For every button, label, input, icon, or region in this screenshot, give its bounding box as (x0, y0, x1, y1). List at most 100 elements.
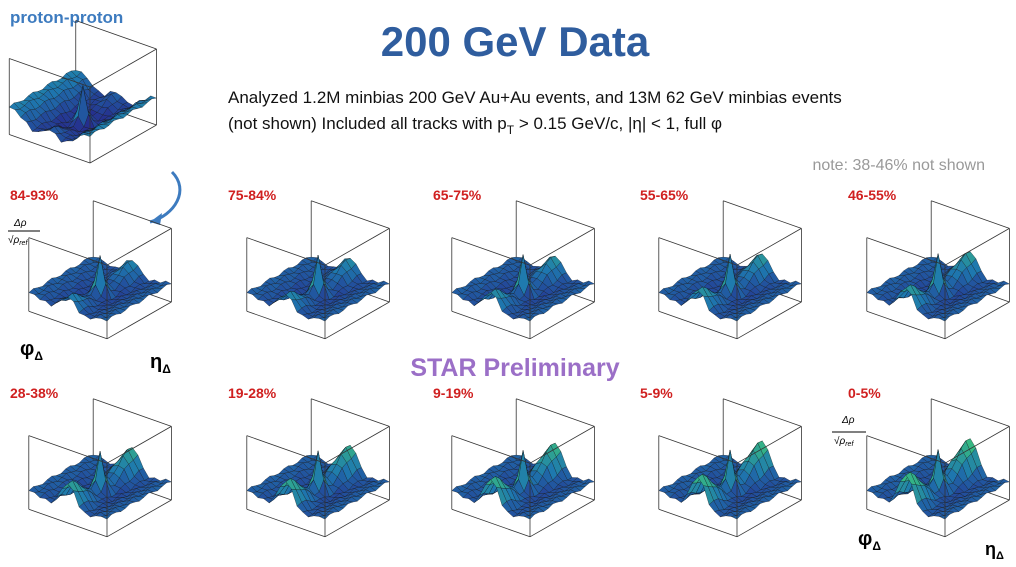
box-edge (324, 228, 390, 266)
box-edge (106, 301, 172, 340)
surface-plot (246, 398, 390, 538)
box-edge (866, 237, 946, 266)
surface-plot (28, 398, 172, 538)
box-edge (931, 200, 1010, 229)
subscript: ref (845, 441, 854, 448)
box-edge (451, 508, 531, 538)
panel-label: 84-93% (10, 187, 59, 203)
surface-plot (866, 398, 1010, 538)
box-edge (658, 508, 738, 538)
box-edge (736, 228, 802, 266)
box-edge (658, 237, 738, 266)
box-edge (529, 301, 595, 340)
surface-cell (730, 316, 743, 322)
panel-label: 46-55% (848, 187, 897, 203)
subscript: Δ (162, 362, 171, 376)
box-edge (311, 398, 390, 427)
watermark: STAR Preliminary (410, 354, 619, 382)
box-edge (723, 200, 802, 229)
box-edge (324, 301, 390, 340)
box-edge (866, 310, 946, 340)
panel-label: 65-75% (433, 187, 482, 203)
text-part: φ (858, 528, 872, 550)
text-part: > 0.15 GeV/c, |η| < 1, full φ (514, 114, 722, 133)
title: 200 GeV Data (381, 18, 650, 65)
box-edge (866, 508, 946, 538)
text-part: √ρ (834, 435, 845, 447)
box-edge (89, 124, 157, 164)
box-edge (246, 435, 326, 464)
box-edge (451, 237, 531, 266)
surface-cell (523, 316, 536, 322)
box-edge (311, 200, 390, 229)
surface-plot (658, 200, 802, 340)
box-edge (529, 426, 595, 464)
surface-cell (938, 514, 951, 520)
box-edge (324, 426, 390, 464)
text-part: η (985, 539, 996, 559)
box-edge (9, 58, 91, 88)
surface-cell (730, 514, 743, 520)
panel-label: 9-19% (433, 385, 474, 401)
box-edge (658, 310, 738, 340)
axis-label: Δρ (13, 218, 27, 229)
box-edge (736, 499, 802, 538)
surface-cell (100, 514, 113, 520)
subscript: ref (19, 240, 28, 247)
surface-cell (318, 316, 331, 322)
box-edge (944, 499, 1010, 538)
surface-plot (866, 200, 1010, 340)
box-edge (246, 310, 326, 340)
box-edge (106, 499, 172, 538)
box-edge (106, 228, 172, 266)
box-edge (246, 237, 326, 266)
box-edge (28, 310, 108, 340)
box-edge (28, 508, 108, 538)
surface-cell (100, 316, 113, 322)
box-edge (93, 200, 172, 229)
box-edge (529, 499, 595, 538)
box-edge (93, 398, 172, 427)
surface-cell (83, 131, 95, 137)
panel-label: 5-9% (640, 385, 673, 401)
surface-cell (938, 316, 951, 322)
box-edge (931, 398, 1010, 427)
panel-label: 55-65% (640, 187, 689, 203)
panel-label: 0-5% (848, 385, 881, 401)
axis-label: ηΔ (985, 539, 1004, 562)
axis-label: √ρref (8, 234, 28, 247)
axis-label: Δρ (841, 415, 855, 426)
box-edge (736, 301, 802, 340)
subscript: Δ (996, 550, 1004, 562)
box-edge (516, 200, 595, 229)
axis-label: ηΔ (150, 351, 171, 376)
box-edge (516, 398, 595, 427)
note: note: 38-46% not shown (812, 157, 985, 174)
box-edge (246, 508, 326, 538)
box-edge (866, 435, 946, 464)
surface-plot (451, 398, 595, 538)
box-edge (658, 435, 738, 464)
box-edge (28, 237, 108, 266)
box-edge (944, 426, 1010, 464)
panel-label: 75-84% (228, 187, 277, 203)
text-part: √ρ (8, 234, 19, 246)
box-edge (28, 435, 108, 464)
box-edge (723, 398, 802, 427)
panel-label: 19-28% (228, 385, 277, 401)
surface-cell (523, 514, 536, 520)
text-part: φ (20, 338, 34, 360)
text-part: η (150, 351, 162, 373)
text-part: (not shown) Included all tracks with p (228, 114, 507, 133)
surface-cell (318, 514, 331, 520)
surface-plot (451, 200, 595, 340)
box-edge (451, 310, 531, 340)
subscript: T (507, 123, 515, 137)
box-edge (9, 134, 91, 164)
subtitle-line: Analyzed 1.2M minbias 200 GeV Au+Au even… (228, 88, 842, 107)
box-edge (89, 48, 157, 88)
surface-plot (28, 200, 172, 340)
subtitle-line: (not shown) Included all tracks with pT … (228, 114, 722, 137)
box-edge (106, 426, 172, 464)
